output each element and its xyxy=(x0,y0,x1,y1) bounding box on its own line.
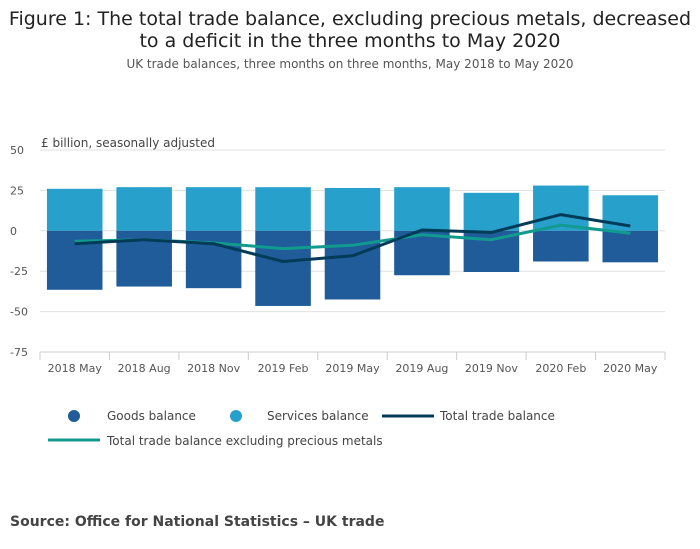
bar-services xyxy=(394,187,450,231)
x-tick-label: 2018 May xyxy=(48,362,103,375)
bar-goods xyxy=(255,230,311,306)
series-lines xyxy=(74,213,631,263)
x-tick-label: 2019 May xyxy=(325,362,380,375)
legend-goods-swatch xyxy=(68,410,80,422)
y-tick-label: 25 xyxy=(10,184,24,197)
source-note: Source: Office for National Statistics –… xyxy=(10,514,385,530)
x-axis-ticks: 2018 May 2018 Aug 2018 Nov 2019 Feb 2019 May… xyxy=(39,351,666,375)
bar-services xyxy=(533,185,589,231)
x-tick-label: 2018 Aug xyxy=(118,362,171,375)
legend-services-label: Services balance xyxy=(267,409,369,423)
x-tick-label: 2019 Aug xyxy=(395,362,448,375)
bar-services xyxy=(255,187,311,231)
legend-total-ex-label: Total trade balance excluding precious m… xyxy=(106,434,383,448)
x-tick-label: 2020 Feb xyxy=(535,362,586,375)
x-tick-label: 2020 May xyxy=(603,362,658,375)
y-tick-label: 50 xyxy=(10,144,24,157)
bar-goods xyxy=(533,230,589,262)
bar-services xyxy=(463,192,520,231)
bar-services xyxy=(46,188,103,231)
x-tick-label: 2019 Feb xyxy=(258,362,309,375)
legend: Goods balance Services balance Total tra… xyxy=(48,409,555,448)
chart-subtitle: UK trade balances, three months on three… xyxy=(126,57,574,71)
y-tick-label: 0 xyxy=(10,225,17,238)
bar-services xyxy=(324,187,381,231)
y-tick-label: -50 xyxy=(10,306,28,319)
legend-services-swatch xyxy=(230,410,242,422)
legend-total-label: Total trade balance xyxy=(439,409,555,423)
chart-title: Figure 1: The total trade balance, exclu… xyxy=(8,8,692,52)
x-tick-label: 2018 Nov xyxy=(187,362,240,375)
bar-goods xyxy=(185,230,242,289)
legend-goods-label: Goods balance xyxy=(107,409,196,423)
bar-services xyxy=(185,187,242,231)
y-tick-label: -75 xyxy=(10,346,28,359)
y-axis-ticks: 50 25 0 -25 -50 -75 xyxy=(10,144,28,359)
line-total-trade-balance xyxy=(74,213,631,263)
y-axis-unit-label: £ billion, seasonally adjusted xyxy=(41,136,215,150)
y-tick-label: -25 xyxy=(10,265,28,278)
bar-goods xyxy=(602,230,659,263)
x-tick-label: 2019 Nov xyxy=(465,362,518,375)
bar-services xyxy=(116,187,172,231)
